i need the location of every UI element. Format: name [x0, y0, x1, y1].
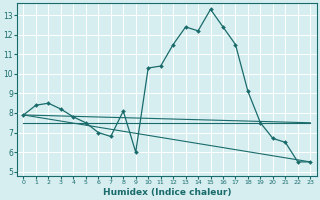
X-axis label: Humidex (Indice chaleur): Humidex (Indice chaleur): [103, 188, 231, 197]
